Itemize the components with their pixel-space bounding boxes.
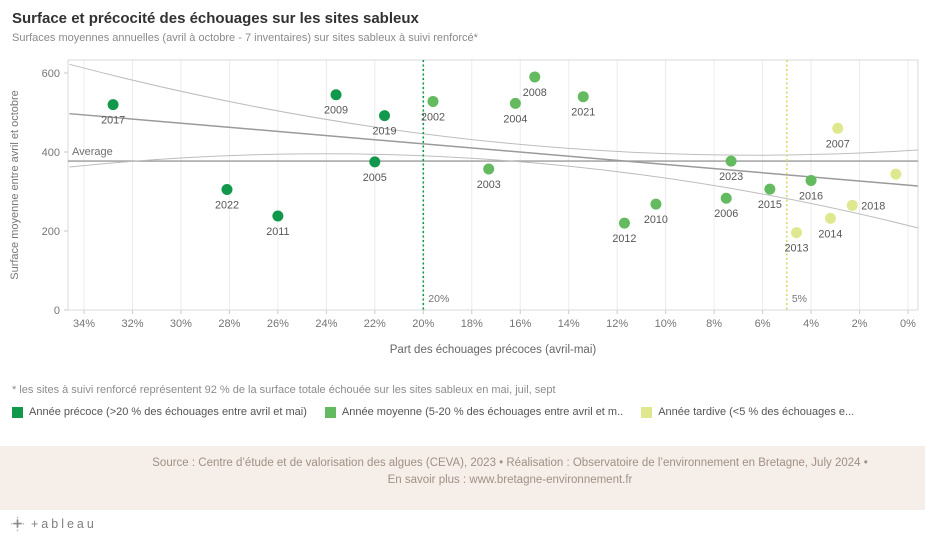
x-tick-label: 2% — [852, 318, 868, 330]
data-point-2017[interactable] — [107, 99, 119, 111]
x-tick-label: 18% — [461, 318, 483, 330]
point-label: 2013 — [785, 243, 809, 255]
data-point-2006[interactable] — [720, 192, 732, 204]
point-label: 2008 — [523, 87, 547, 99]
x-tick-label: 24% — [315, 318, 337, 330]
point-label: 2003 — [477, 179, 501, 191]
data-point-2008[interactable] — [529, 71, 541, 83]
reference-line-label: 5% — [792, 293, 807, 305]
legend-swatch — [641, 406, 653, 418]
page-title: Surface et précocité des échouages sur l… — [12, 10, 419, 27]
plot-border — [67, 59, 919, 311]
data-point[interactable] — [890, 168, 902, 180]
point-label: 2009 — [324, 105, 348, 117]
legend-label: Année moyenne (5-20 % des échouages entr… — [341, 406, 624, 418]
x-tick-label: 6% — [755, 318, 771, 330]
trend-band-upper — [69, 63, 918, 156]
point-label: 2007 — [826, 138, 850, 150]
y-tick-label: 0 — [54, 305, 60, 317]
x-tick-label: 26% — [267, 318, 289, 330]
footer-source: Source : Centre d’étude et de valorisati… — [152, 457, 868, 469]
page-subtitle: Surfaces moyennes annuelles (avril à oct… — [12, 32, 478, 44]
point-label: 2016 — [799, 190, 823, 202]
legend-item-0[interactable]: Année précoce (>20 % des échouages entre… — [12, 406, 307, 418]
trend-line — [69, 112, 918, 187]
point-label: 2005 — [363, 172, 387, 184]
point-label: 2002 — [421, 111, 445, 123]
legend-item-1[interactable]: Année moyenne (5-20 % des échouages entr… — [324, 406, 624, 418]
legend-swatch — [324, 406, 336, 418]
data-point-2022[interactable] — [221, 184, 233, 196]
point-label: 2010 — [644, 214, 668, 226]
tableau-icon — [10, 516, 25, 532]
footnote: * les sites à suivi renforcé représenten… — [12, 384, 556, 396]
data-point-2021[interactable] — [577, 91, 589, 103]
legend-label: Année précoce (>20 % des échouages entre… — [29, 406, 307, 418]
legend: Année précoce (>20 % des échouages entre… — [12, 406, 925, 418]
data-point-2002[interactable] — [427, 95, 439, 107]
x-tick-label: 22% — [364, 318, 386, 330]
scatter-chart: 34% 32% 30% 28% 26% 24% 22% 20% 18% 16% 14% 12% 10% 8… — [9, 59, 919, 330]
legend-swatch — [12, 406, 23, 418]
x-tick-label: 32% — [121, 318, 143, 330]
point-label: 2014 — [818, 228, 842, 240]
data-point-2007[interactable] — [832, 122, 844, 134]
x-tick-label: 16% — [509, 318, 531, 330]
x-tick-label: 30% — [170, 318, 192, 330]
data-point-2015[interactable] — [764, 183, 776, 195]
data-point-2013[interactable] — [791, 227, 803, 239]
data-point-2009[interactable] — [330, 89, 342, 101]
data-point-2023[interactable] — [725, 155, 737, 167]
y-tick-label: 400 — [42, 147, 60, 159]
x-tick-label: 0% — [900, 318, 916, 330]
reference-line-label: 20% — [428, 293, 449, 305]
x-tick-label: 10% — [655, 318, 677, 330]
point-label: 2018 — [861, 200, 885, 212]
tableau-bar: +ableau — [0, 510, 925, 538]
x-tick-label: 34% — [73, 318, 95, 330]
data-point-2012[interactable] — [618, 217, 630, 229]
point-label: 2023 — [719, 171, 743, 183]
data-point-2019[interactable] — [379, 110, 391, 122]
point-label: 2022 — [215, 200, 239, 212]
point-label: 2004 — [503, 113, 527, 125]
tableau-wordmark: +ableau — [31, 517, 97, 531]
data-point-2010[interactable] — [650, 198, 662, 210]
x-tick-label: 12% — [606, 318, 628, 330]
y-axis-title: Surface moyenne entre avril et octobre — [9, 90, 21, 280]
point-label: 2021 — [571, 107, 595, 119]
x-tick-label: 28% — [218, 318, 240, 330]
x-tick-label: 8% — [706, 318, 722, 330]
data-point-2011[interactable] — [272, 210, 284, 222]
point-label: 2006 — [714, 208, 738, 220]
average-label: Average — [72, 146, 113, 158]
data-point-2018[interactable] — [846, 199, 858, 211]
tableau-logo[interactable]: +ableau — [10, 516, 97, 532]
x-tick-label: 14% — [558, 318, 580, 330]
footer: OBSERVATOIRE DE L'ENVIRONNEMENT EN BRETA… — [0, 446, 925, 510]
point-label: 2019 — [373, 126, 397, 138]
point-label: 2017 — [101, 115, 125, 127]
point-label: 2011 — [266, 226, 289, 238]
x-tick-label: 20% — [412, 318, 434, 330]
data-point-2005[interactable] — [369, 156, 381, 168]
legend-label: Année tardive (<5 % des échouages e... — [658, 406, 855, 418]
point-label: 2012 — [612, 233, 636, 245]
x-axis-title: Part des échouages précoces (avril-mai) — [389, 344, 597, 356]
y-tick-label: 200 — [42, 226, 60, 238]
data-point-2016[interactable] — [805, 174, 817, 186]
data-point-2014[interactable] — [824, 212, 836, 224]
data-point-2003[interactable] — [483, 163, 495, 175]
legend-item-2[interactable]: Année tardive (<5 % des échouages e... — [641, 406, 854, 418]
trend-band-lower — [69, 153, 918, 229]
y-tick-label: 600 — [42, 68, 60, 80]
footer-link[interactable]: En savoir plus : www.bretagne-environnem… — [387, 474, 633, 487]
data-point-2004[interactable] — [509, 97, 521, 109]
point-label: 2015 — [758, 199, 782, 211]
x-tick-label: 4% — [803, 318, 819, 330]
